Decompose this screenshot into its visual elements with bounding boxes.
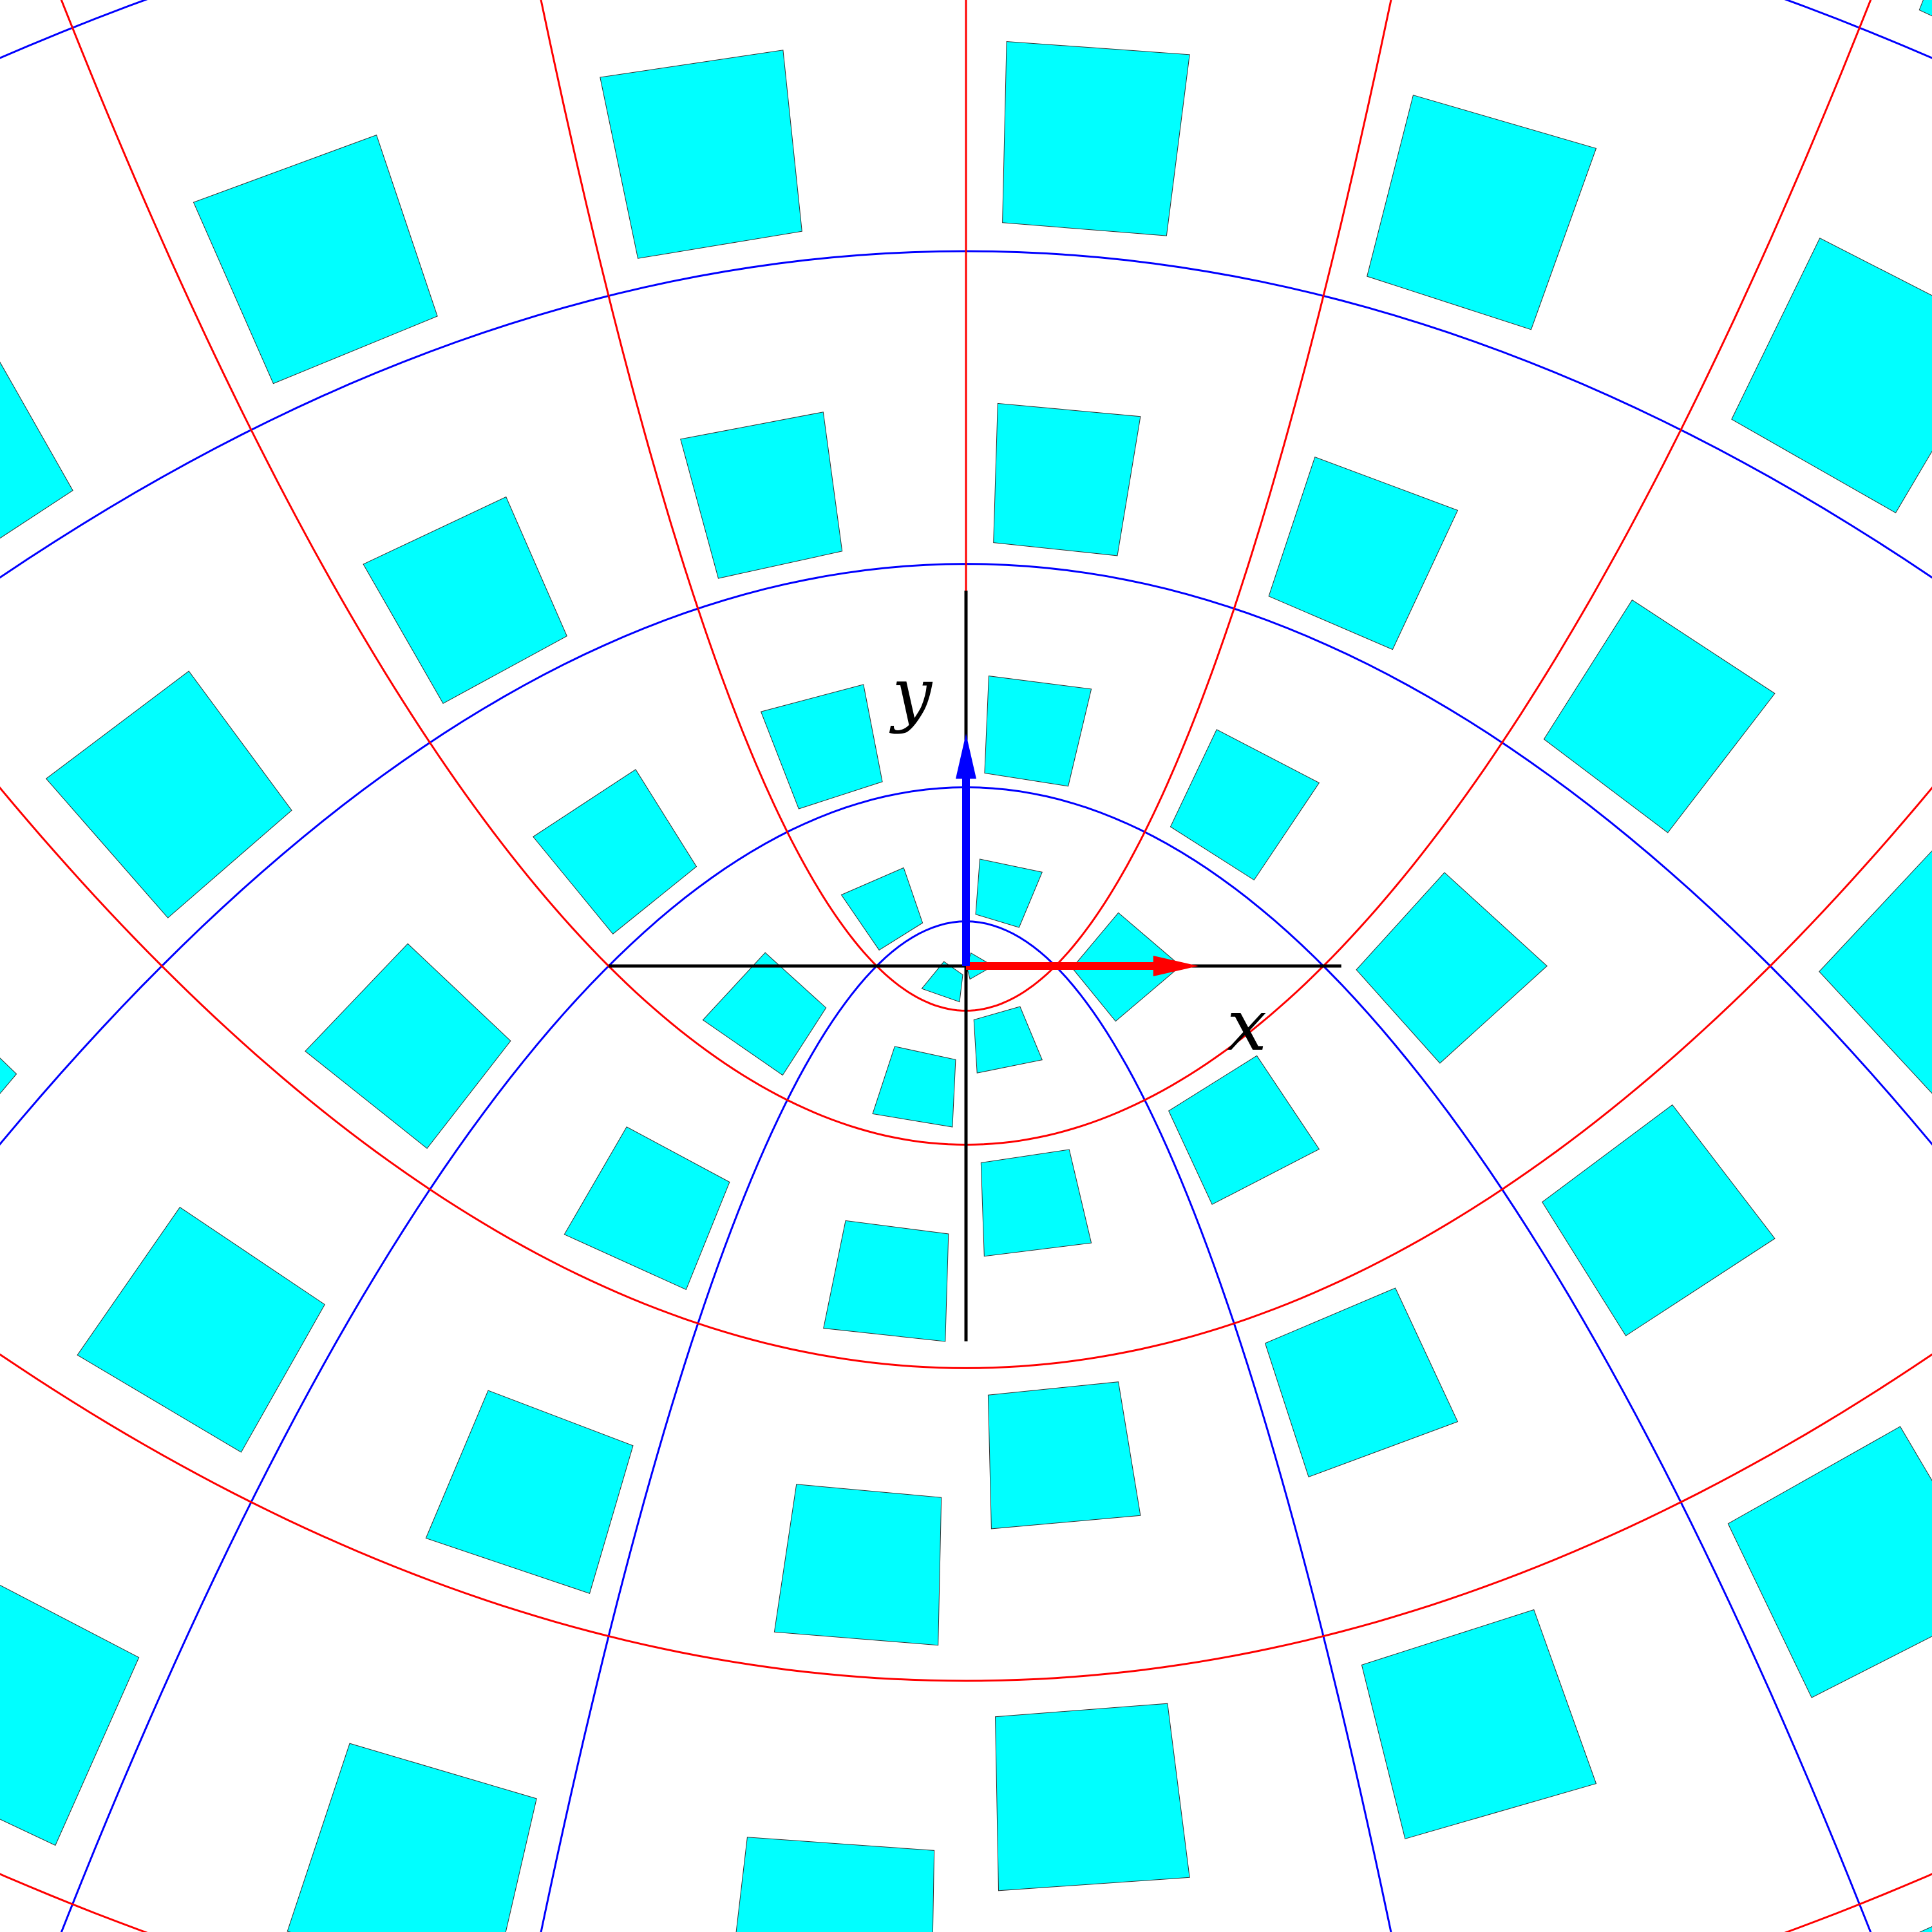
sigma-curve (965, 0, 1872, 1146)
grid-cell (1002, 41, 1190, 236)
sigma-curve (60, 0, 967, 1146)
grid-cell (1264, 1287, 1459, 1478)
grid-cell (975, 858, 1043, 928)
sigma-curve (965, 1353, 1932, 1682)
grid-cell (760, 684, 883, 810)
grid-cell (305, 943, 511, 1150)
grid-cell (1367, 95, 1597, 330)
grid-cell (0, 1057, 17, 1094)
grid-cell (1268, 456, 1459, 650)
sigma-curve (0, 1353, 967, 1682)
grid-cell (425, 1390, 634, 1594)
grid-cell (533, 769, 697, 935)
grid-cell (994, 1703, 1190, 1891)
sigma-curve (0, 1873, 148, 1932)
grid-cell (1919, 1926, 1932, 1932)
grid-cell (872, 1046, 956, 1128)
grid-cell (287, 1743, 537, 1932)
grid-cell (600, 50, 802, 259)
grid-cell (735, 1837, 935, 1932)
grid-cell (1170, 729, 1320, 881)
y-axis-label: y (889, 652, 933, 735)
grid-cell (773, 1484, 942, 1646)
grid-cell (1361, 1609, 1597, 1839)
x-axis-label: x (1227, 984, 1267, 1066)
grid-cell (702, 952, 827, 1076)
y-basis-arrowhead (956, 734, 976, 779)
sigma-curve (0, 786, 967, 1369)
grid-cell (987, 1381, 1141, 1530)
grid-cell (1731, 238, 1932, 513)
grid-cell (45, 670, 292, 919)
x-basis-arrowhead (1153, 956, 1198, 976)
basis-vectors-layer (956, 734, 1198, 976)
grid-cell (564, 1126, 730, 1291)
grid-cell (840, 867, 923, 951)
grid-cell (0, 1584, 140, 1846)
grid-cell (921, 961, 963, 1003)
grid-cell (980, 1149, 1092, 1257)
grid-cell (1168, 1055, 1320, 1205)
grid-cell (1542, 1104, 1776, 1336)
sigma-curve (965, 786, 1932, 1369)
grid-cell (984, 676, 1092, 787)
grid-cell (973, 1006, 1043, 1074)
grid-cell (193, 134, 438, 384)
grid-cell (1727, 1426, 1932, 1698)
grid-cell (1918, 0, 1932, 17)
grid-cell (1543, 599, 1776, 833)
grid-cell (363, 496, 567, 704)
grid-cell (680, 412, 843, 579)
grid-cell (0, 361, 73, 539)
grid-cell (77, 1206, 325, 1453)
grid-cell (823, 1220, 949, 1342)
grid-cell (1356, 872, 1548, 1064)
grid-cell (993, 402, 1141, 556)
grid-cell (1819, 850, 1932, 1094)
